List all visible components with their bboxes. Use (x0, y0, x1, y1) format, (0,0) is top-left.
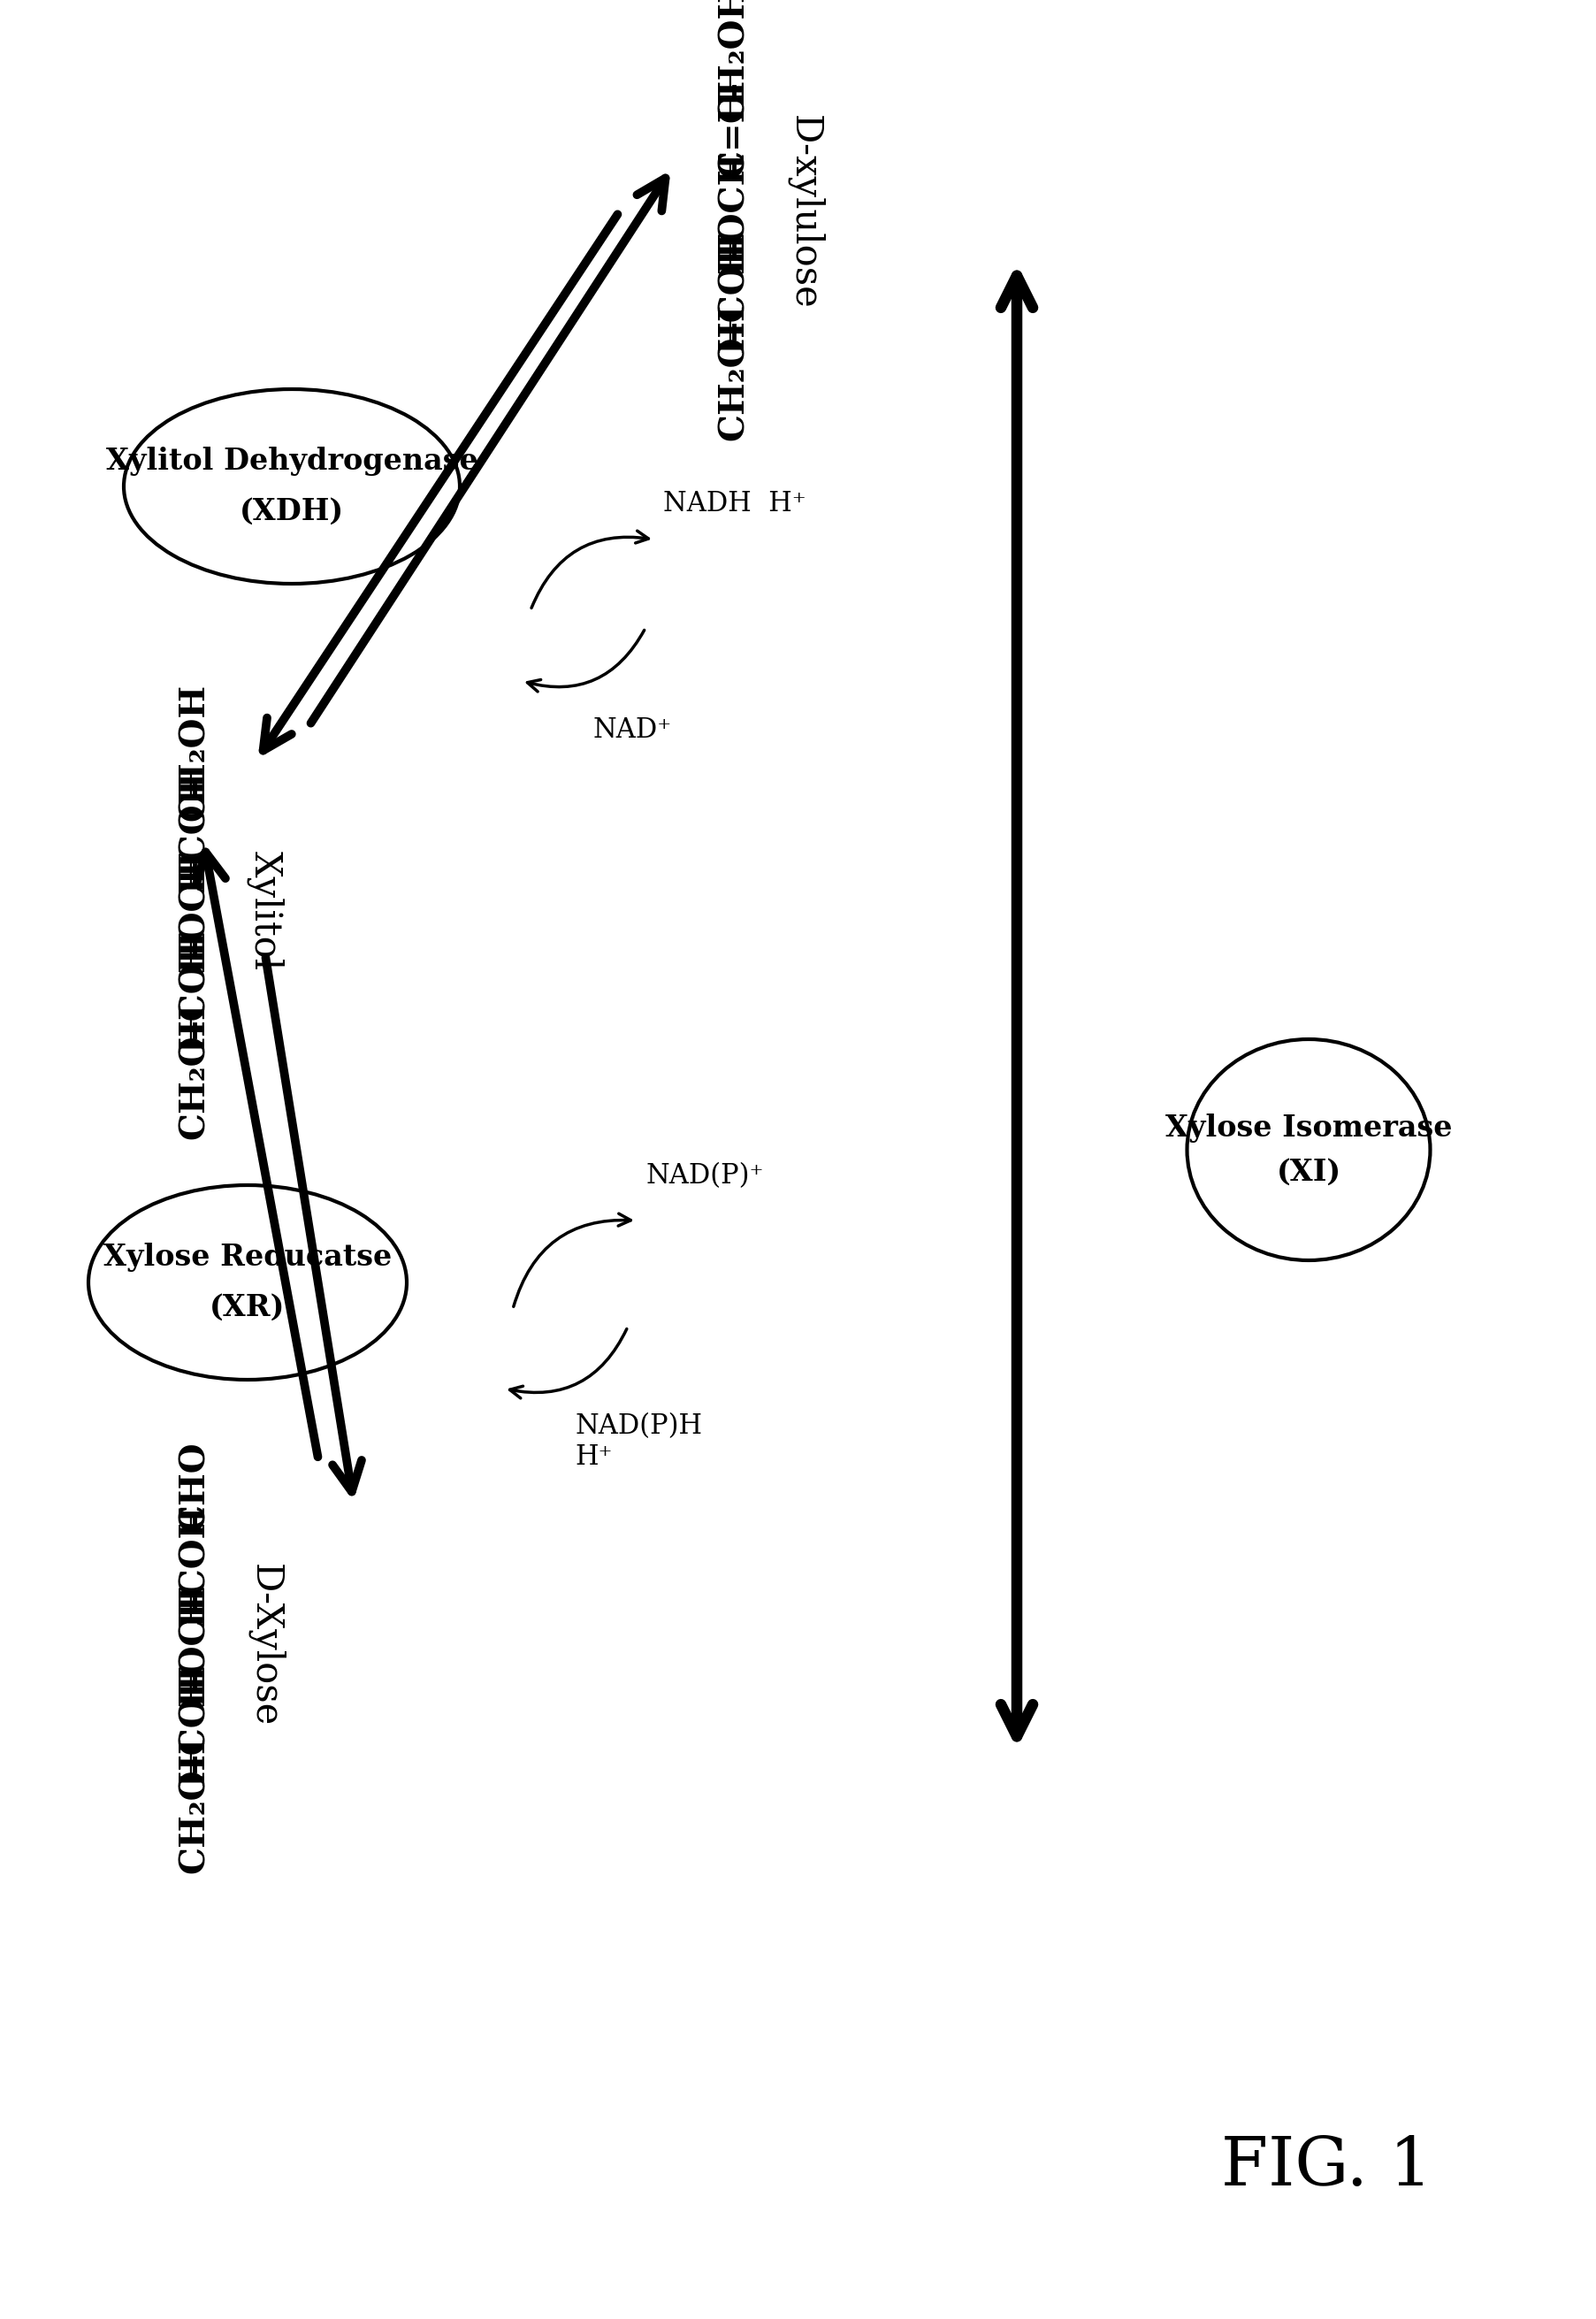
Text: NAD(P)H
H⁺: NAD(P)H H⁺ (575, 1412, 702, 1470)
Text: NAD(P)⁺: NAD(P)⁺ (645, 1162, 763, 1190)
Text: Xylitol: Xylitol (246, 851, 284, 972)
Text: D-Xylose: D-Xylose (246, 1563, 284, 1728)
Text: HOCH: HOCH (717, 151, 750, 274)
Text: FIG. 1: FIG. 1 (1221, 2133, 1432, 2201)
Text: (XDH): (XDH) (239, 496, 345, 526)
Text: Xylose Reducatse: Xylose Reducatse (104, 1243, 391, 1273)
Text: HOCH: HOCH (177, 849, 211, 972)
Text: HCOH: HCOH (717, 230, 750, 352)
Text: HCOH: HCOH (177, 770, 211, 893)
Text: CH₂OH: CH₂OH (177, 1735, 211, 1874)
Text: Xylose Isomerase: Xylose Isomerase (1165, 1113, 1452, 1143)
Text: (XI): (XI) (1277, 1157, 1341, 1187)
Text: Xylitol Dehydrogenase: Xylitol Dehydrogenase (105, 448, 477, 475)
Text: (XR): (XR) (209, 1292, 286, 1322)
Text: HCOH: HCOH (177, 1505, 211, 1626)
Text: CH₂OH: CH₂OH (717, 0, 750, 121)
Text: NAD⁺: NAD⁺ (592, 717, 672, 744)
Text: NADH  H⁺: NADH H⁺ (664, 489, 806, 517)
Text: C=H: C=H (717, 88, 750, 176)
Text: HCOH: HCOH (177, 930, 211, 1053)
Text: D-xylulose: D-xylulose (785, 116, 824, 308)
Text: HOCH: HOCH (177, 1584, 211, 1707)
Text: CH₂OH: CH₂OH (177, 1002, 211, 1139)
Text: CH₂OH: CH₂OH (717, 304, 750, 441)
Text: CHO: CHO (177, 1440, 211, 1531)
Text: CH₂OH: CH₂OH (177, 684, 211, 821)
Text: HCOH: HCOH (177, 1663, 211, 1786)
